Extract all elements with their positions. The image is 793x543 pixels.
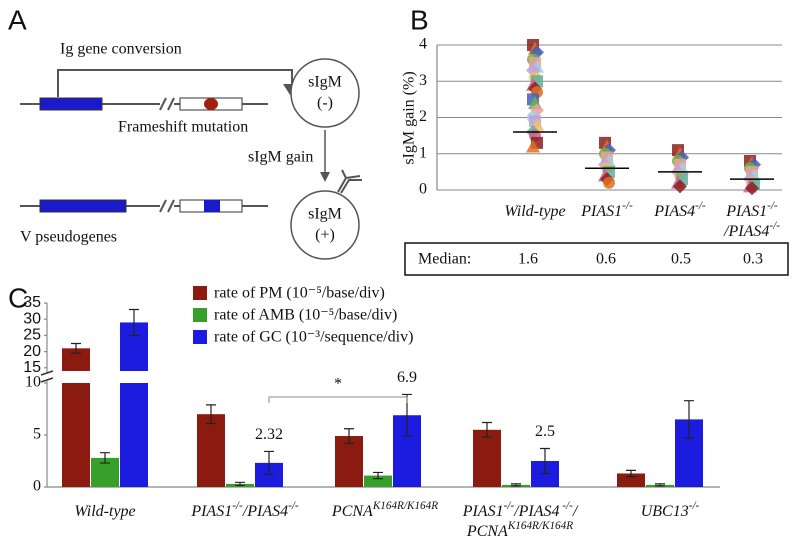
error-bar: [511, 483, 521, 487]
point: [526, 139, 540, 153]
error-bar: [206, 404, 216, 425]
data-label: 6.9: [397, 369, 417, 386]
legend-swatch: [193, 330, 207, 344]
label: Ig gene conversion: [60, 41, 182, 58]
legend-label: rate of AMB (10⁻⁵/base/div): [214, 307, 397, 324]
panel-label: A: [8, 4, 27, 35]
y-tick-label: 10: [25, 374, 41, 391]
data-label: 2.5: [535, 423, 555, 440]
point: [673, 179, 687, 194]
y-tick-label: 35: [23, 294, 41, 311]
x-tick-label: PIAS1-/-/PIAS4 -/-/: [462, 500, 579, 520]
cell-label: sIgM: [308, 74, 342, 91]
legend-swatch: [193, 286, 207, 300]
panel-label: C: [8, 282, 28, 313]
break-mark: [167, 97, 175, 111]
error-bar: [655, 483, 665, 487]
x-tick-label: PCNAK164R/K164R: [466, 520, 573, 540]
error-bar: [373, 471, 383, 480]
bar: [473, 429, 501, 487]
median-value: 0.5: [671, 251, 691, 268]
legend-label: rate of PM (10⁻⁵/base/div): [214, 285, 385, 302]
y-tick-label: 5: [33, 426, 41, 443]
x-tick-label: PIAS1-/-/PIAS4-/-: [723, 200, 780, 240]
arrow-head: [320, 172, 330, 182]
axis-break: [40, 377, 54, 383]
error-bar: [344, 428, 354, 444]
significance-bracket: [268, 396, 408, 403]
axis-break: [40, 370, 54, 376]
y-tick-label: 0: [419, 181, 427, 198]
label: V pseudogenes: [20, 229, 117, 246]
y-tick-label: 30: [23, 310, 41, 327]
break-mark: [159, 97, 167, 111]
cell-label: (-): [317, 95, 333, 112]
error-bar: [129, 308, 139, 336]
y-tick-label: 15: [23, 359, 41, 376]
error-bar: [540, 447, 550, 475]
bar: [197, 414, 225, 487]
panel-label: B: [410, 4, 429, 35]
median-label: Median:: [418, 251, 471, 268]
significance-label: *: [334, 376, 342, 393]
cell-label: sIgM: [308, 206, 342, 223]
x-tick-label: PIAS1-/-: [580, 200, 633, 220]
legend-label: rate of GC (10⁻³/sequence/div): [214, 329, 413, 346]
cell: [290, 190, 360, 260]
cell: [290, 58, 360, 128]
legend-swatch: [193, 308, 207, 322]
bar: [364, 475, 392, 487]
point: [745, 181, 759, 196]
error-bar: [626, 469, 636, 478]
bar: [617, 473, 645, 487]
median-value: 1.6: [518, 251, 538, 268]
y-tick-label: 2: [419, 108, 427, 125]
x-tick-label: Wild-type: [504, 203, 565, 220]
bar: [62, 383, 90, 487]
y-tick-label: 20: [23, 343, 41, 360]
point: [603, 176, 615, 189]
error-bar: [100, 452, 110, 464]
error-bar: [482, 421, 492, 438]
mutation-dot: [204, 98, 218, 110]
y-tick-label: 25: [23, 327, 41, 344]
bar: [335, 436, 363, 487]
x-tick-label: PIAS1-/-/PIAS4-/-: [190, 500, 299, 520]
error-bar: [264, 450, 274, 475]
median-value: 0.6: [596, 251, 616, 268]
y-tick-label: 0: [33, 478, 41, 495]
bar: [62, 348, 90, 371]
label: Frameshift mutation: [118, 119, 248, 136]
x-tick-label: PCNAK164R/K164R: [331, 500, 438, 520]
cell-label: (+): [315, 227, 335, 244]
pseudogene: [39, 199, 127, 213]
converted-tract: [204, 200, 220, 212]
y-tick-label: 4: [419, 36, 427, 53]
bar: [120, 383, 148, 487]
error-bar: [235, 481, 245, 487]
v-region: [39, 97, 103, 111]
y-tick-label: 3: [419, 72, 427, 89]
y-axis-label: sIgM gain (%): [401, 71, 418, 164]
x-tick-label: UBC13-/-: [641, 500, 700, 520]
median-table: [404, 242, 789, 276]
break-mark: [159, 199, 167, 213]
antibody: [337, 169, 362, 194]
data-label: 2.32: [255, 426, 283, 443]
y-tick-label: 1: [419, 144, 427, 161]
error-bar: [71, 342, 81, 354]
x-tick-label: Wild-type: [74, 503, 135, 520]
x-tick-label: PIAS4-/-: [653, 200, 706, 220]
break-mark: [167, 199, 175, 213]
error-bar: [684, 400, 694, 439]
diagram: Ig gene conversion Frameshift mutation s…: [20, 41, 362, 260]
conversion-arrow: [57, 69, 293, 97]
median-value: 0.3: [743, 251, 763, 268]
label: sIgM gain: [248, 149, 313, 166]
